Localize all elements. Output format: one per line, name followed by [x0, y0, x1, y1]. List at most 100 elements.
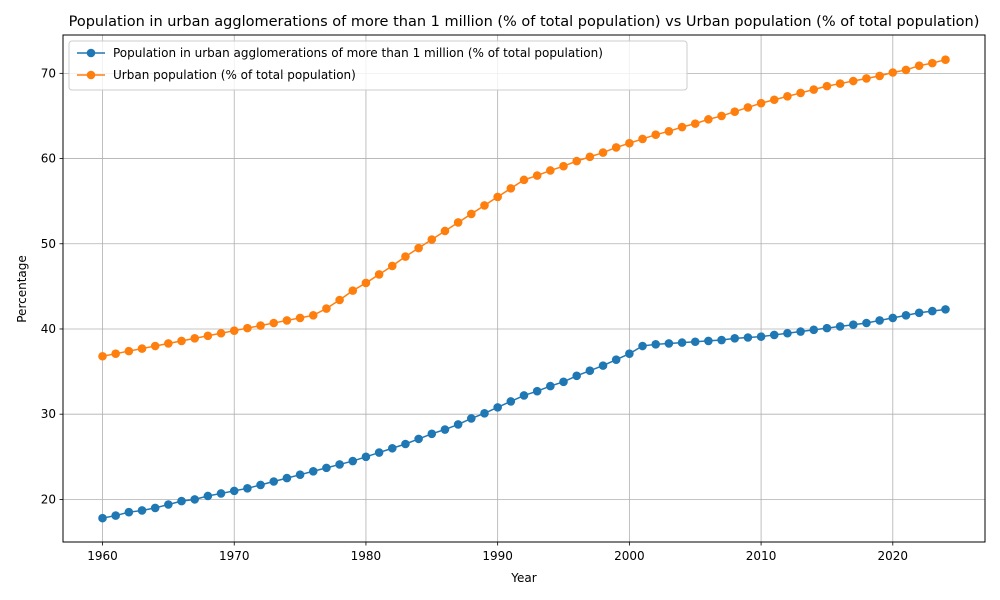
data-point	[322, 463, 331, 473]
data-point	[625, 138, 634, 148]
data-point	[717, 335, 726, 345]
x-tick-label: 2000	[614, 549, 645, 563]
data-point	[335, 295, 344, 305]
data-point	[467, 209, 476, 219]
data-point	[690, 337, 700, 347]
data-point	[203, 491, 213, 501]
data-point	[216, 328, 226, 338]
data-point	[664, 339, 674, 348]
data-point	[822, 323, 832, 333]
data-point	[743, 103, 753, 112]
data-point	[888, 313, 898, 323]
x-tick-label: 2010	[746, 549, 777, 563]
data-point	[928, 306, 937, 316]
data-point	[704, 115, 713, 124]
data-point	[387, 443, 397, 453]
data-point	[335, 460, 344, 469]
grid	[63, 35, 985, 542]
data-point	[598, 148, 608, 157]
data-point	[796, 88, 805, 98]
data-point	[783, 92, 792, 101]
data-point	[374, 270, 384, 279]
data-point	[348, 286, 358, 295]
x-tick-label: 1970	[219, 549, 250, 563]
data-point	[848, 76, 858, 86]
x-tick-label: 1980	[351, 549, 382, 563]
data-point	[164, 339, 173, 348]
data-point	[190, 495, 200, 504]
data-point	[519, 391, 529, 400]
legend-box	[68, 40, 688, 91]
plot-frame	[62, 34, 986, 543]
data-point	[677, 122, 687, 132]
data-point	[743, 333, 753, 342]
data-point	[111, 349, 120, 358]
data-point	[440, 425, 450, 434]
y-tick-label: 30	[41, 407, 56, 421]
data-point	[769, 330, 779, 340]
data-point	[651, 340, 661, 349]
data-point	[493, 403, 502, 412]
data-point	[269, 477, 279, 486]
data-point	[164, 500, 173, 509]
data-point	[835, 322, 845, 331]
data-point	[322, 304, 331, 313]
data-point	[730, 334, 740, 343]
data-point	[137, 344, 147, 353]
data-point	[229, 326, 239, 335]
data-point	[295, 470, 305, 479]
data-point	[941, 55, 950, 65]
data-point	[928, 58, 937, 68]
data-point	[848, 320, 858, 330]
data-point	[835, 79, 845, 88]
data-point	[532, 386, 542, 396]
data-point	[348, 456, 358, 466]
data-point	[256, 480, 265, 490]
x-axis-label: Year	[510, 571, 536, 585]
data-point	[203, 331, 213, 341]
data-point	[453, 218, 463, 227]
data-point	[427, 235, 437, 244]
data-point	[519, 175, 529, 185]
data-point	[875, 316, 884, 325]
data-point	[862, 74, 871, 83]
chart-title: Population in urban agglomerations of mo…	[69, 14, 980, 30]
series-1	[98, 305, 950, 523]
data-point	[704, 336, 713, 346]
data-point	[98, 351, 107, 361]
data-point	[98, 513, 107, 523]
data-point	[177, 336, 186, 346]
data-point	[822, 81, 832, 91]
data-point	[440, 226, 450, 236]
data-point	[480, 409, 489, 418]
data-point	[506, 184, 516, 193]
data-point	[901, 311, 911, 320]
data-point	[572, 156, 581, 166]
data-point	[690, 119, 700, 128]
data-point	[374, 448, 384, 457]
data-point	[308, 311, 318, 320]
data-point	[480, 201, 489, 210]
data-point	[862, 318, 871, 328]
data-point	[124, 507, 134, 517]
legend-label: Urban population (% of total population)	[113, 68, 356, 82]
data-point	[875, 71, 884, 81]
data-point	[625, 349, 634, 358]
data-point	[401, 252, 410, 261]
data-point	[783, 328, 792, 338]
data-point	[888, 68, 898, 77]
data-point	[611, 355, 621, 364]
data-point	[651, 130, 661, 139]
data-point	[559, 161, 568, 171]
data-point	[809, 85, 819, 94]
data-point	[282, 473, 292, 483]
data-point	[572, 371, 581, 381]
legend-marker	[86, 70, 96, 80]
series-2	[98, 55, 950, 361]
data-point	[730, 107, 740, 116]
data-point	[243, 484, 252, 493]
x-tick-label: 2020	[878, 549, 909, 563]
data-point	[124, 346, 134, 356]
data-point	[361, 452, 371, 462]
